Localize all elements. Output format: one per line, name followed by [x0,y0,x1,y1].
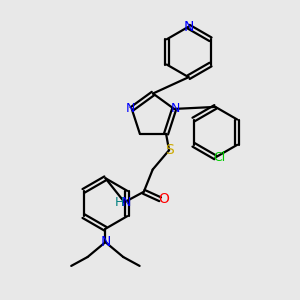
Text: Cl: Cl [214,151,226,164]
Text: O: O [158,192,169,206]
Text: N: N [184,20,194,34]
Text: N: N [171,102,180,116]
Text: H: H [114,196,124,209]
Text: N: N [126,102,135,116]
Text: S: S [165,143,173,157]
Text: N: N [100,235,111,249]
Text: N: N [122,196,131,209]
